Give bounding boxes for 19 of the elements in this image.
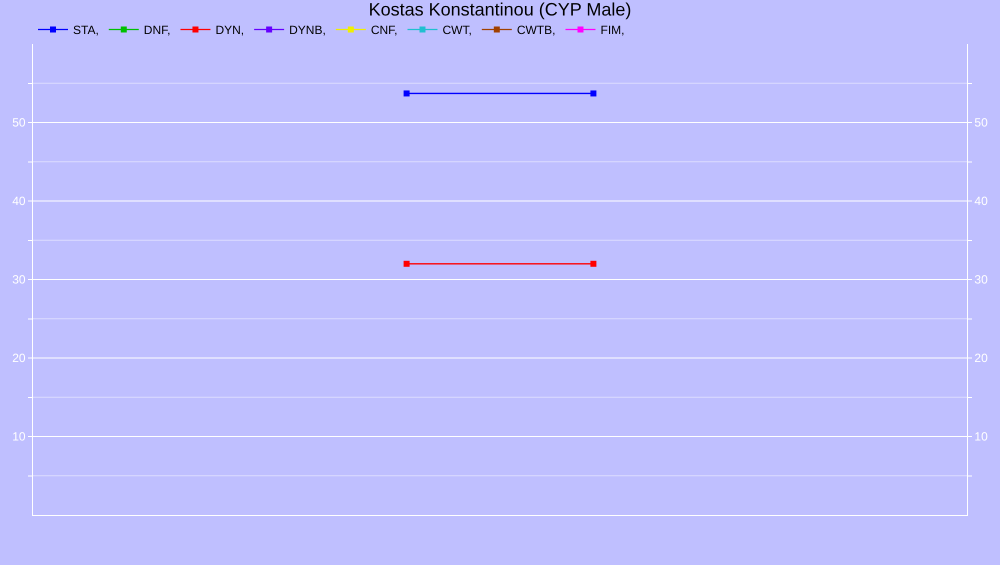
legend-label: FIM,	[600, 23, 624, 38]
legend-label: DYN,	[215, 23, 244, 38]
legend-label: STA,	[73, 23, 99, 38]
y2-tick-label: 50	[974, 116, 988, 130]
y2-tick-label: 30	[974, 272, 988, 287]
y2-tick-label: 40	[974, 194, 988, 208]
chart-title: Kostas Konstantinou (CYP Male)	[368, 0, 632, 20]
legend-label: CNF,	[370, 23, 398, 38]
legend-label: CWT,	[442, 23, 472, 38]
legend-label: DYNB,	[289, 23, 326, 38]
y-tick-label: 50	[12, 116, 26, 130]
legend-label: CWTB,	[516, 23, 556, 38]
y-tick-label: 40	[12, 194, 26, 208]
y2-tick-label: 20	[974, 351, 988, 366]
y-tick-label: 30	[12, 272, 26, 287]
y-tick-label: 10	[12, 430, 26, 444]
legend-label: DNF,	[144, 23, 170, 38]
y2-tick-label: 10	[974, 430, 988, 444]
y-tick-label: 20	[12, 351, 26, 366]
